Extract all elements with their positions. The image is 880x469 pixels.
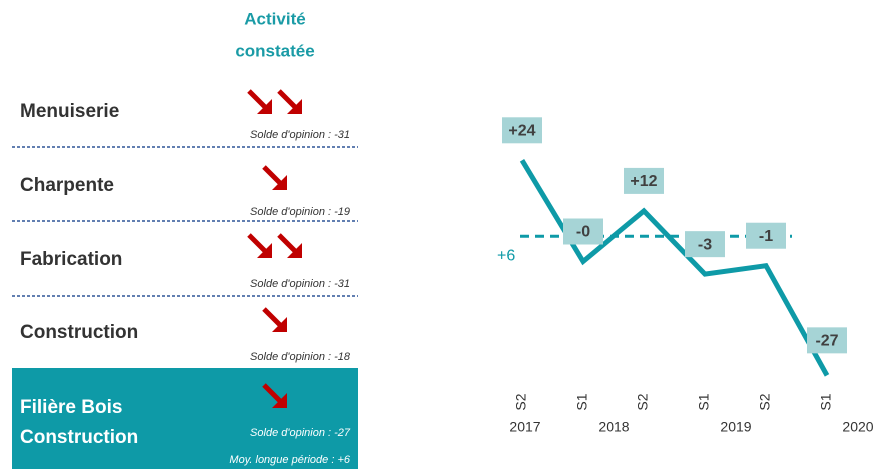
down-arrow — [247, 89, 272, 114]
value-label-box — [807, 327, 847, 354]
arrow-shaft — [262, 165, 284, 187]
down-arrow — [277, 89, 302, 114]
down-arrow — [247, 233, 272, 258]
arrow-shaft — [277, 233, 299, 255]
column-header: Activité — [244, 9, 305, 28]
row-label: Menuiserie — [20, 101, 119, 122]
arrow-head — [287, 243, 302, 258]
x-tick-label: S2 — [757, 393, 773, 410]
arrow-head — [257, 243, 272, 258]
arrow-shaft — [277, 89, 299, 111]
line-series — [519, 159, 830, 377]
down-arrow — [262, 165, 287, 190]
highlight-row — [12, 368, 358, 469]
value-label: -1 — [759, 228, 773, 245]
year-label: 2017 — [509, 419, 540, 435]
x-tick-label: S1 — [696, 393, 712, 410]
value-label-box — [624, 167, 664, 194]
reference-label: +6 — [497, 247, 515, 264]
column-header: constatée — [235, 41, 314, 60]
row-note: Solde d'opinion : -31 — [250, 278, 350, 290]
value-label: +12 — [630, 173, 657, 190]
value-label: -27 — [815, 333, 838, 350]
year-label: 2019 — [720, 419, 751, 435]
value-label: -0 — [576, 224, 590, 241]
row-label: Construction — [20, 427, 138, 448]
x-tick-label: S1 — [818, 393, 834, 410]
value-label: +24 — [508, 123, 535, 140]
arrow-shaft — [262, 383, 284, 405]
arrow-head — [272, 393, 287, 408]
value-label-box — [502, 117, 542, 144]
arrow-head — [272, 175, 287, 190]
x-tick-label: S1 — [574, 393, 590, 410]
arrow-head — [257, 99, 272, 114]
arrow-shaft — [262, 307, 284, 329]
row-note: Solde d'opinion : -27 — [250, 427, 351, 439]
arrow-shaft — [247, 89, 269, 111]
arrow-head — [272, 317, 287, 332]
value-label-box — [685, 231, 725, 258]
row-label: Fabrication — [20, 249, 122, 270]
arrow-head — [287, 99, 302, 114]
down-arrow — [277, 233, 302, 258]
down-arrow — [262, 383, 287, 408]
year-label: 2020 — [842, 419, 873, 435]
x-tick-label: S2 — [635, 393, 651, 410]
arrow-shaft — [247, 233, 269, 255]
value-label-box — [746, 222, 786, 249]
row-label: Construction — [20, 322, 138, 343]
x-tick-label: S2 — [513, 393, 529, 410]
row-label: Filière Bois — [20, 397, 122, 418]
value-label-box — [563, 218, 603, 245]
row-label: Charpente — [20, 175, 114, 196]
row-note: Moy. longue période : +6 — [229, 454, 350, 466]
row-note: Solde d'opinion : -19 — [250, 206, 350, 218]
row-note: Solde d'opinion : -18 — [250, 351, 351, 363]
value-label: -3 — [698, 236, 712, 253]
year-label: 2018 — [598, 419, 629, 435]
down-arrow — [262, 307, 287, 332]
row-note: Solde d'opinion : -31 — [250, 129, 350, 141]
